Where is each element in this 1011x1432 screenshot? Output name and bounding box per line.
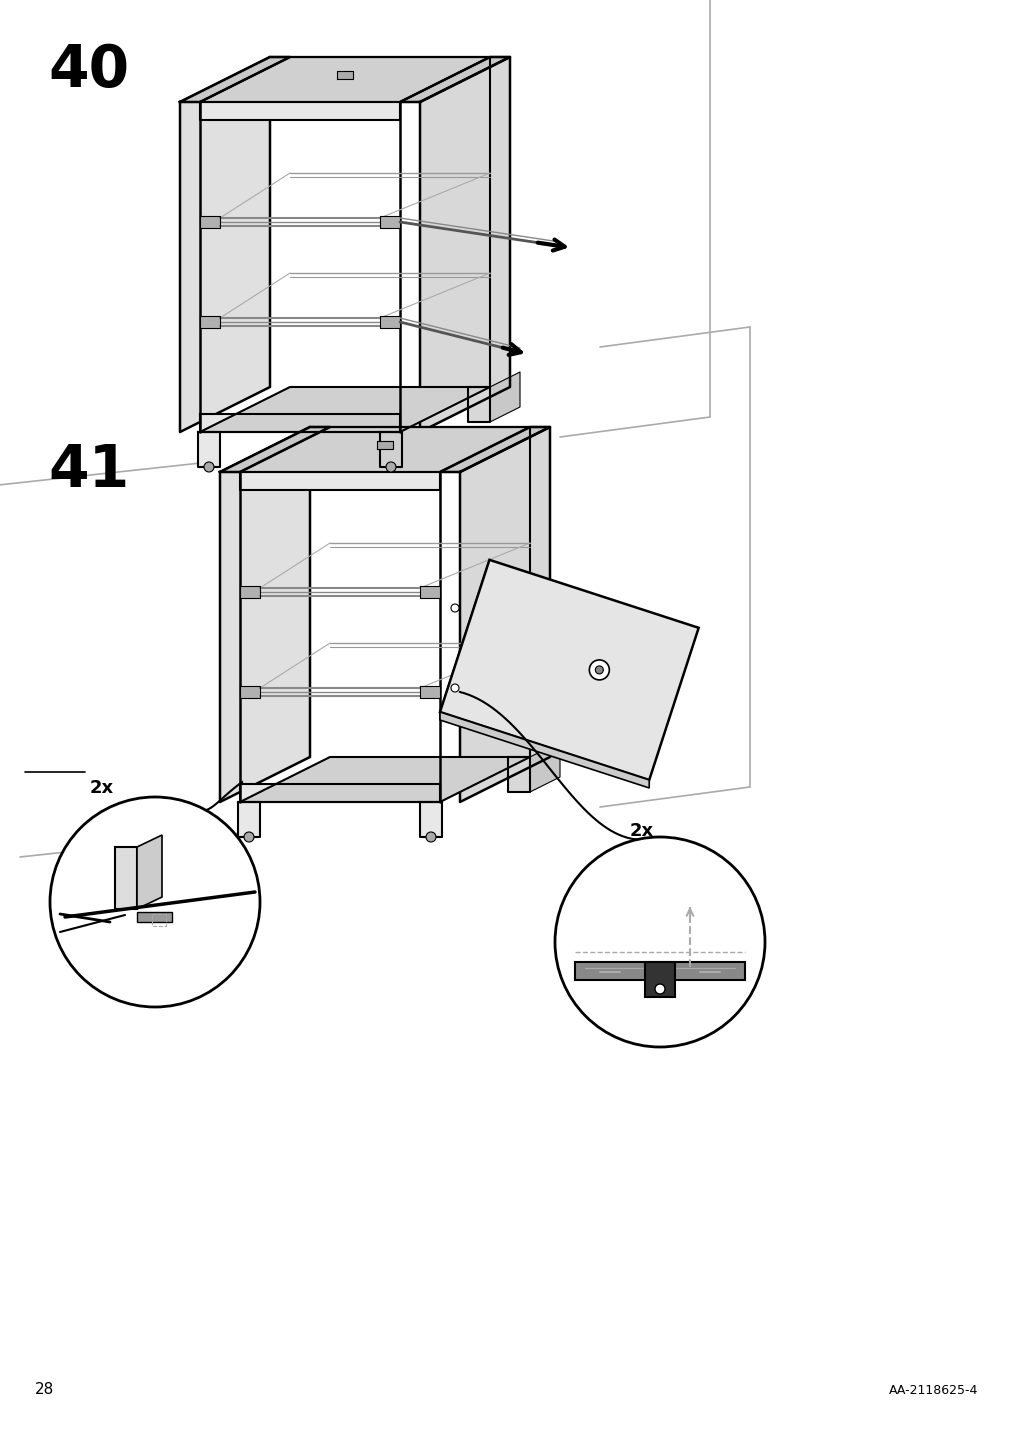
Circle shape [204,463,213,473]
Polygon shape [467,387,489,422]
Polygon shape [420,586,440,599]
Circle shape [426,832,436,842]
Polygon shape [219,427,309,802]
Polygon shape [420,57,510,432]
Polygon shape [489,372,520,422]
Circle shape [588,660,609,680]
Circle shape [594,666,603,674]
Polygon shape [379,316,399,328]
Polygon shape [136,835,162,909]
Polygon shape [399,57,510,102]
Polygon shape [200,102,399,120]
Polygon shape [574,962,744,979]
Polygon shape [440,560,698,780]
Polygon shape [198,432,219,467]
Polygon shape [530,742,559,792]
Polygon shape [460,427,549,802]
Polygon shape [240,783,440,802]
Text: 2x: 2x [90,779,114,798]
Polygon shape [115,846,136,909]
Polygon shape [440,427,549,473]
Polygon shape [240,586,260,599]
Circle shape [554,836,764,1047]
Polygon shape [180,57,270,432]
Polygon shape [240,686,260,697]
Circle shape [451,604,459,611]
Circle shape [451,684,459,692]
Polygon shape [200,216,219,228]
Polygon shape [420,686,440,697]
Polygon shape [379,432,401,467]
Polygon shape [238,802,260,836]
Polygon shape [136,912,172,922]
Polygon shape [440,560,489,720]
Circle shape [244,832,254,842]
Polygon shape [200,316,219,328]
Polygon shape [440,712,649,788]
Polygon shape [180,57,290,102]
Text: 28: 28 [35,1382,55,1398]
Polygon shape [240,473,440,490]
Text: 40: 40 [48,42,129,99]
Polygon shape [644,962,674,997]
Polygon shape [200,387,489,432]
Circle shape [50,798,260,1007]
Text: 2x: 2x [630,822,653,841]
Polygon shape [508,758,530,792]
Polygon shape [219,427,330,473]
Circle shape [385,463,395,473]
Polygon shape [377,441,392,450]
Text: AA-2118625-4: AA-2118625-4 [888,1383,977,1398]
Polygon shape [200,57,489,102]
Polygon shape [200,414,399,432]
Text: 41: 41 [48,442,129,498]
Circle shape [654,984,664,994]
Polygon shape [420,802,442,836]
Polygon shape [240,758,530,802]
Polygon shape [240,427,530,473]
Polygon shape [379,216,399,228]
Polygon shape [337,72,353,79]
